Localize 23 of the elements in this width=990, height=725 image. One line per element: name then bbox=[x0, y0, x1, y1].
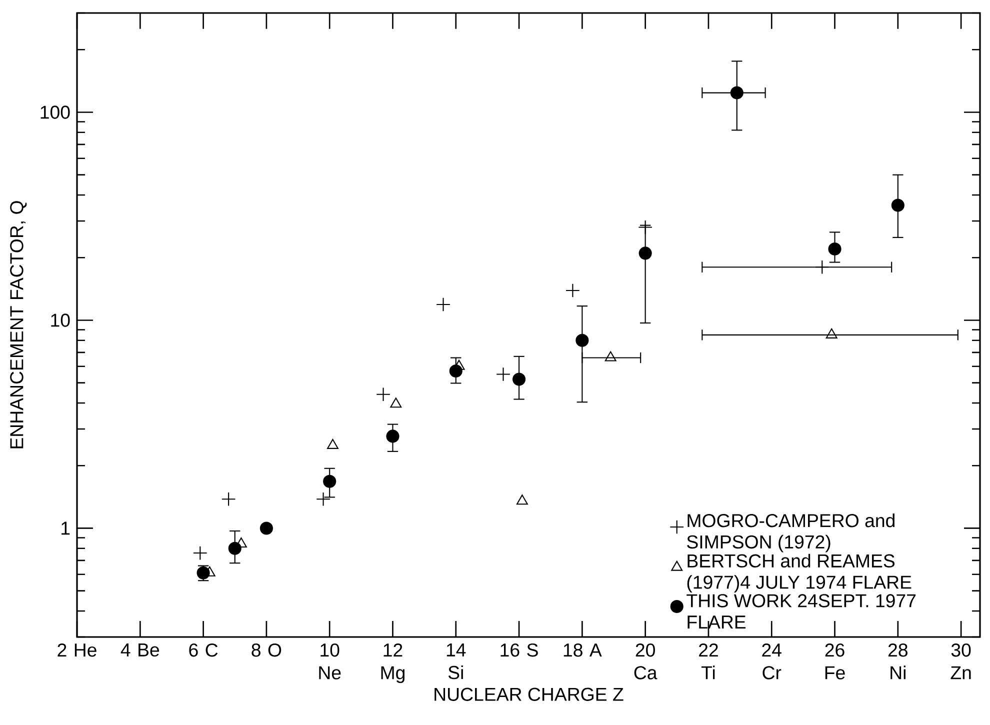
x-tick-label: 4 Be bbox=[120, 643, 160, 657]
y-tick-label: 100 bbox=[40, 106, 70, 119]
x-tick-label: 6 C bbox=[189, 643, 218, 657]
x-tick-label: 26 Fe bbox=[825, 643, 845, 680]
x-tick-label: 30 Zn bbox=[950, 643, 971, 680]
x-tick-label: 16 S bbox=[500, 643, 538, 657]
x-tick-label: 14 Si bbox=[446, 643, 466, 680]
y-axis-title: ENHANCEMENT FACTOR, Q bbox=[10, 201, 27, 448]
x-tick-label: 22 Ti bbox=[699, 643, 718, 680]
x-tick-label: 20 Ca bbox=[634, 643, 658, 680]
x-tick-label: 12 Mg bbox=[381, 643, 405, 684]
legend-label: MOGRO-CAMPERO and SIMPSON (1972) bbox=[687, 514, 894, 552]
x-tick-label: 2 He bbox=[58, 643, 96, 657]
x-tick-label: 28 Ni bbox=[888, 643, 908, 680]
legend-label: BERTSCH and REAMES (1977)4 JULY 1974 FLARE bbox=[687, 554, 912, 593]
x-tick-label: 10 Ne bbox=[319, 643, 341, 680]
x-axis-title: NUCLEAR CHARGE Z bbox=[434, 688, 624, 701]
x-tick-label: 24 Cr bbox=[762, 643, 782, 680]
legend-label: THIS WORK 24SEPT. 1977 FLARE bbox=[686, 594, 916, 628]
x-tick-label: 8 O bbox=[252, 643, 282, 657]
y-tick-label: 1 bbox=[62, 522, 70, 535]
y-tick-label: 10 bbox=[51, 314, 70, 327]
x-tick-label: 18 A bbox=[564, 643, 602, 657]
